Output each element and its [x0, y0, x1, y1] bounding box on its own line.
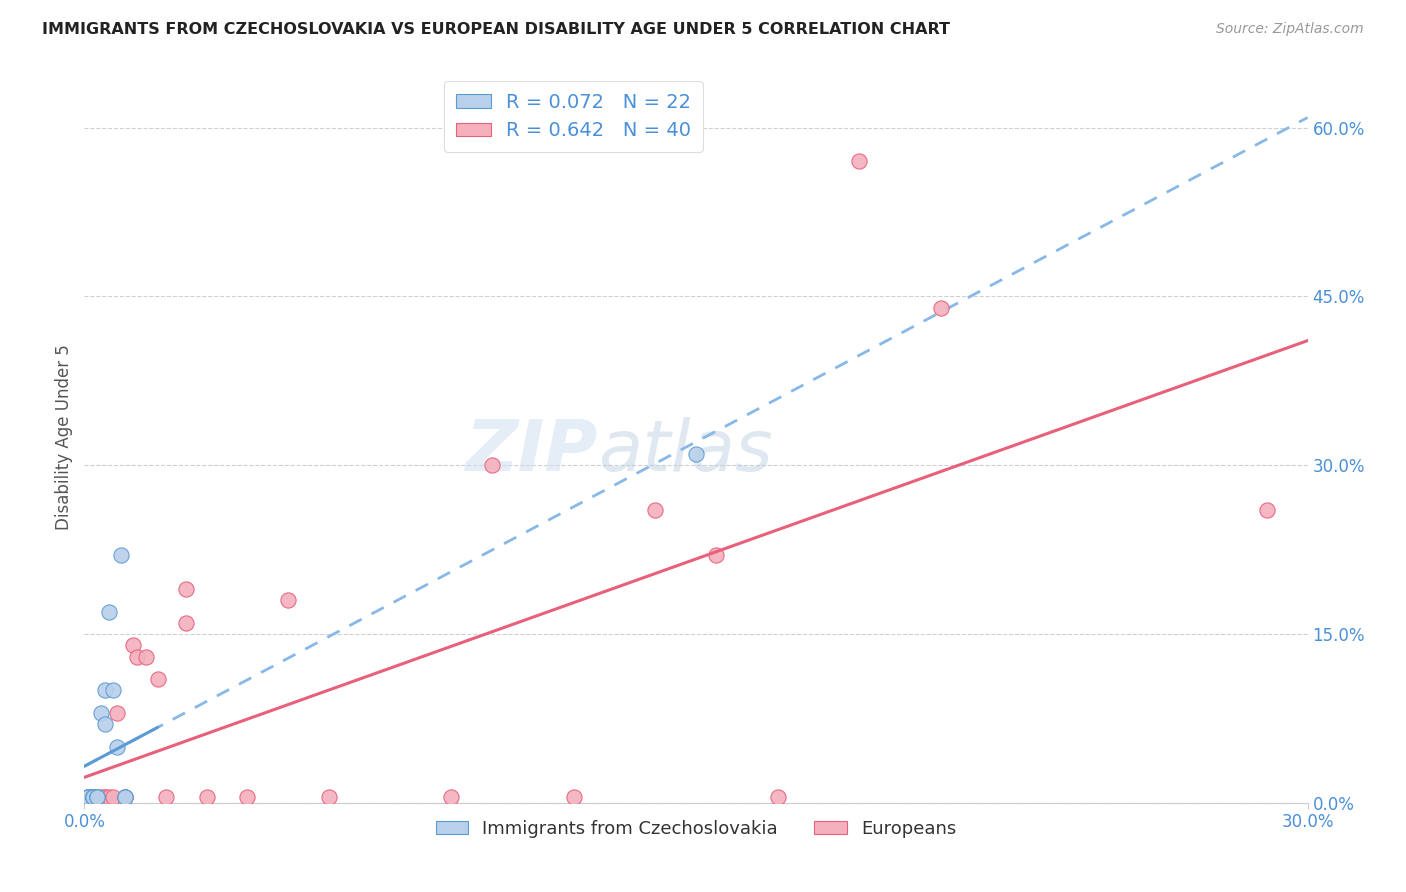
Point — [114, 790, 136, 805]
Point — [1256, 503, 1278, 517]
Point — [82, 790, 104, 805]
Point — [277, 593, 299, 607]
Point — [93, 790, 115, 805]
Point — [93, 683, 115, 698]
Point — [86, 790, 108, 805]
Point — [318, 790, 340, 805]
Point — [90, 790, 112, 805]
Point — [86, 790, 108, 805]
Point — [77, 790, 100, 805]
Point — [97, 605, 120, 619]
Point — [77, 790, 100, 805]
Point — [82, 790, 104, 805]
Point — [82, 790, 104, 805]
Text: atlas: atlas — [598, 417, 773, 486]
Point — [155, 790, 177, 805]
Point — [440, 790, 463, 805]
Point — [93, 790, 115, 805]
Point — [77, 790, 100, 805]
Point — [135, 649, 157, 664]
Point — [86, 790, 108, 805]
Point — [848, 154, 870, 169]
Point — [86, 790, 108, 805]
Text: ZIP: ZIP — [465, 417, 598, 486]
Point — [236, 790, 259, 805]
Point — [195, 790, 218, 805]
Point — [110, 548, 132, 562]
Point — [105, 739, 128, 754]
Y-axis label: Disability Age Under 5: Disability Age Under 5 — [55, 344, 73, 530]
Point — [77, 790, 100, 805]
Point — [77, 790, 100, 805]
Point — [929, 301, 952, 315]
Point — [122, 638, 145, 652]
Point — [82, 790, 104, 805]
Point — [82, 790, 104, 805]
Point — [77, 790, 100, 805]
Point — [86, 790, 108, 805]
Legend: Immigrants from Czechoslovakia, Europeans: Immigrants from Czechoslovakia, European… — [429, 813, 963, 845]
Text: Source: ZipAtlas.com: Source: ZipAtlas.com — [1216, 22, 1364, 37]
Point — [766, 790, 789, 805]
Point — [685, 447, 707, 461]
Point — [82, 790, 104, 805]
Point — [146, 672, 169, 686]
Point — [114, 790, 136, 805]
Point — [101, 683, 124, 698]
Point — [481, 458, 503, 473]
Point — [93, 717, 115, 731]
Point — [127, 649, 149, 664]
Point — [644, 503, 666, 517]
Point — [174, 615, 197, 630]
Point — [90, 706, 112, 720]
Point — [82, 790, 104, 805]
Point — [706, 548, 728, 562]
Point — [86, 790, 108, 805]
Point — [77, 790, 100, 805]
Point — [97, 790, 120, 805]
Point — [86, 790, 108, 805]
Point — [101, 790, 124, 805]
Point — [82, 790, 104, 805]
Point — [77, 790, 100, 805]
Text: IMMIGRANTS FROM CZECHOSLOVAKIA VS EUROPEAN DISABILITY AGE UNDER 5 CORRELATION CH: IMMIGRANTS FROM CZECHOSLOVAKIA VS EUROPE… — [42, 22, 950, 37]
Point — [562, 790, 585, 805]
Point — [174, 582, 197, 596]
Point — [77, 790, 100, 805]
Point — [114, 790, 136, 805]
Point — [105, 706, 128, 720]
Point — [114, 790, 136, 805]
